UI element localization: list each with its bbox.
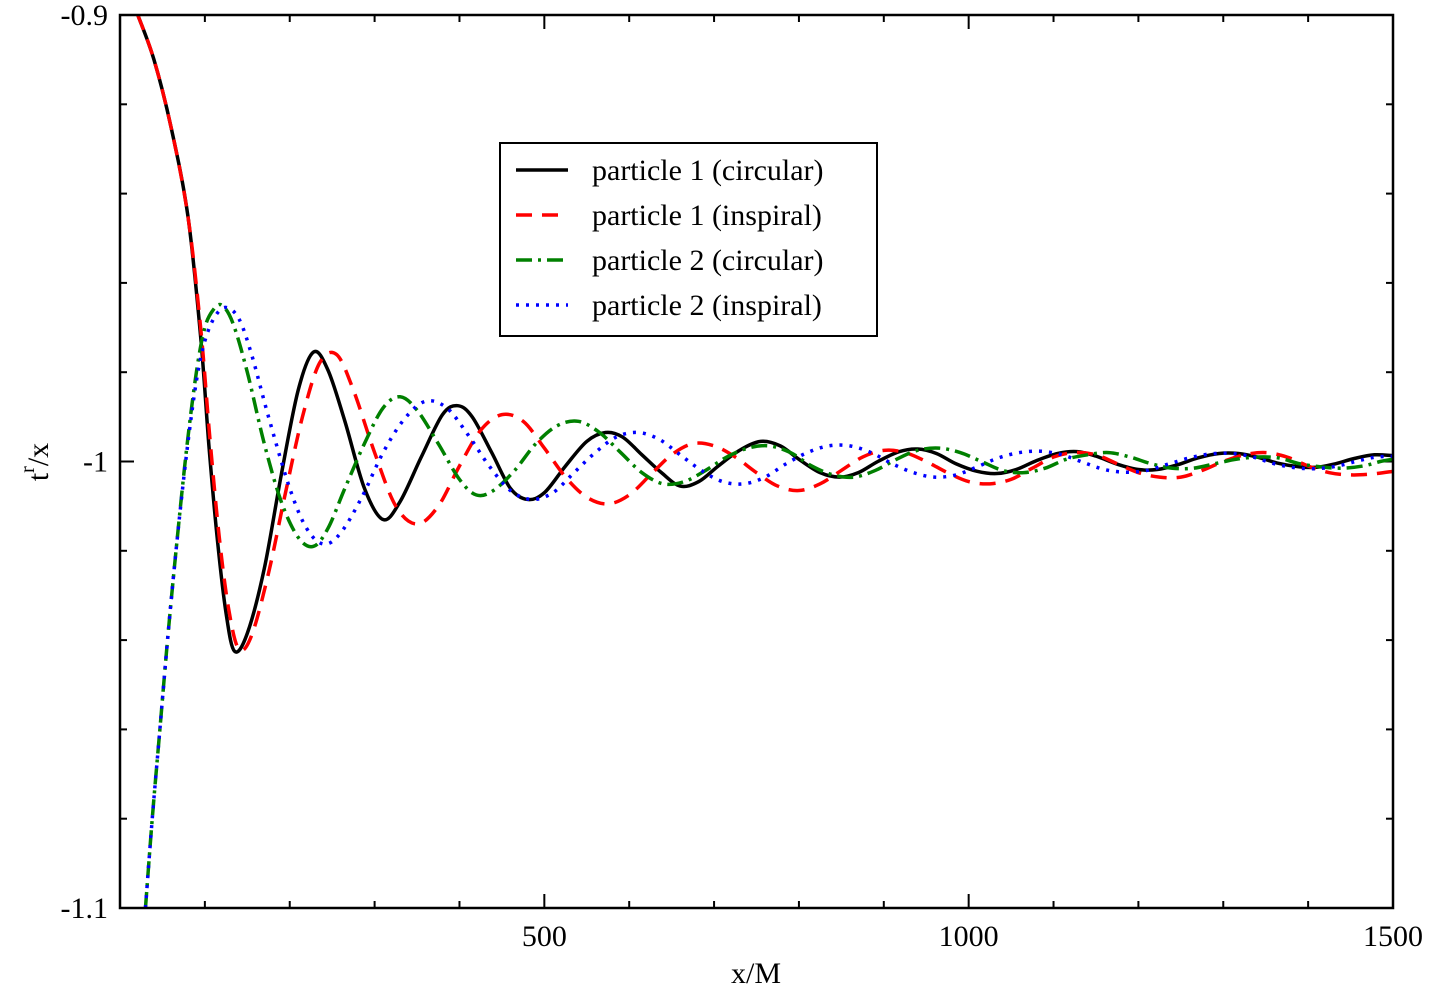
y-tick-label: -1 bbox=[83, 446, 108, 479]
plot-frame bbox=[118, 13, 1395, 910]
y-axis-label: tr/x bbox=[17, 443, 55, 481]
x-tick-label: 1000 bbox=[939, 920, 999, 953]
series-line-3 bbox=[143, 305, 1393, 908]
y-axis-label-subscript: /x bbox=[22, 443, 55, 466]
y-tick-labels: -1.1 -1 -0.9 bbox=[61, 0, 109, 925]
legend-box bbox=[499, 142, 878, 337]
y-axis-label-superscript: r bbox=[17, 466, 39, 473]
x-axis-label: x/M bbox=[731, 957, 781, 987]
series-line-2 bbox=[143, 302, 1393, 908]
x-tick-labels: 500 1000 1500 bbox=[522, 920, 1423, 953]
legend-label-3: particle 2 (inspiral) bbox=[592, 289, 822, 322]
legend-label-1: particle 1 (inspiral) bbox=[592, 199, 822, 232]
y-axis-label-base: t bbox=[22, 472, 55, 481]
x-tick-label: 1500 bbox=[1363, 920, 1423, 953]
plot-lines bbox=[136, 15, 1393, 908]
series-line-1 bbox=[136, 15, 1393, 653]
y-tick-label: -1.1 bbox=[61, 892, 109, 925]
svg-text:tr/x: tr/x bbox=[17, 443, 55, 481]
legend-label-0: particle 1 (circular) bbox=[592, 154, 824, 187]
legend: particle 1 (circular) particle 1 (inspir… bbox=[499, 142, 878, 337]
series-line-0 bbox=[136, 15, 1393, 654]
y-tick-label: -0.9 bbox=[61, 0, 109, 32]
legend-label-2: particle 2 (circular) bbox=[592, 244, 824, 277]
x-tick-label: 500 bbox=[522, 920, 567, 953]
